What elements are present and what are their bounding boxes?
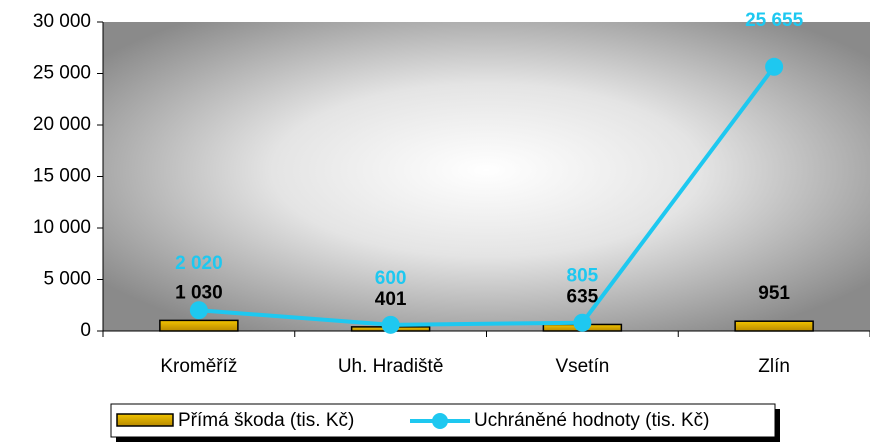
y-tick-label: 30 000	[33, 11, 91, 32]
y-tick-label: 20 000	[33, 114, 91, 135]
line-value-label: 600	[375, 268, 407, 289]
line-point	[765, 57, 784, 76]
line-point	[381, 315, 400, 334]
bar-value-label: 1 030	[175, 282, 223, 303]
y-tick-label: 5 000	[43, 269, 91, 290]
x-tick-label: Kroměříž	[160, 356, 237, 377]
bar-value-label: 635	[567, 286, 599, 307]
bar	[734, 320, 814, 332]
legend-label: Uchráněné hodnoty (tis. Kč)	[474, 410, 710, 431]
line-point	[189, 301, 208, 320]
y-tick-label: 15 000	[33, 166, 91, 187]
bar-value-label: 401	[375, 289, 407, 310]
legend-bar-swatch	[116, 413, 174, 427]
bar-value-label: 951	[758, 283, 790, 304]
line-value-label: 2 020	[175, 253, 223, 274]
x-tick-label: Vsetín	[555, 356, 609, 377]
bar	[159, 319, 239, 332]
y-tick-label: 25 000	[33, 63, 91, 84]
legend-label: Přímá škoda (tis. Kč)	[178, 410, 354, 431]
line-point	[573, 313, 592, 332]
line-value-label: 25 655	[745, 10, 804, 31]
line	[198, 65, 776, 327]
plot-area	[103, 22, 870, 331]
line-value-label: 805	[567, 266, 599, 287]
x-tick-label: Zlín	[758, 356, 790, 377]
x-tick-label: Uh. Hradiště	[338, 356, 444, 377]
legend-line-marker	[432, 413, 448, 429]
y-tick-label: 0	[80, 320, 91, 341]
y-tick-label: 10 000	[33, 217, 91, 238]
